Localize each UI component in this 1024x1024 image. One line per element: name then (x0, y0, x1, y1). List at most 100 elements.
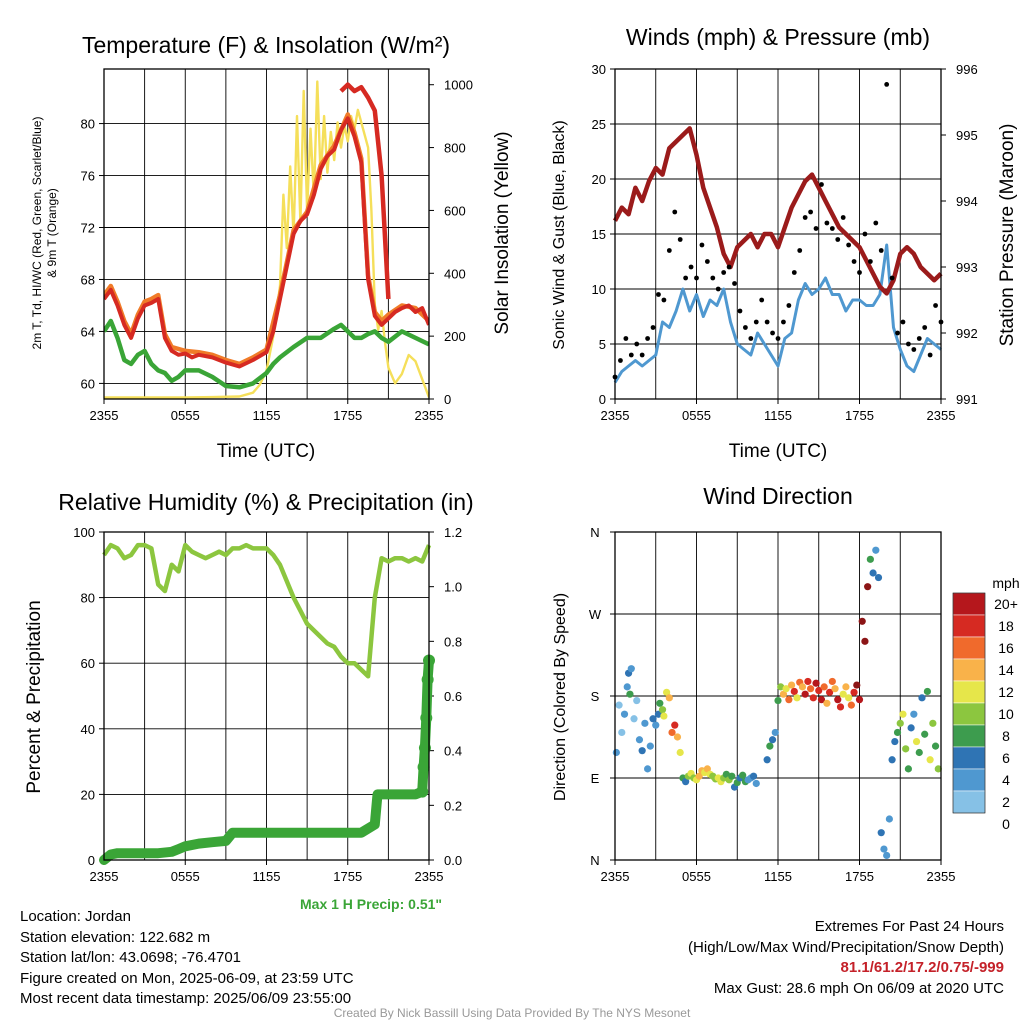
panel1-x-tick-label: 2355 (415, 408, 444, 423)
direction-point (656, 699, 664, 707)
direction-point (633, 696, 641, 705)
direction-point (663, 688, 671, 696)
direction-point (921, 730, 929, 738)
direction-point (660, 712, 668, 720)
direction-point (850, 688, 858, 696)
gust-point (677, 237, 683, 242)
gust-point (867, 259, 873, 264)
panel4-y-tick-label: N (590, 525, 599, 540)
panel4-y-tick-label: S (591, 689, 600, 704)
direction-point (644, 765, 652, 773)
direction-point (877, 829, 885, 837)
panel3-y-tick-label: 80 (81, 591, 95, 606)
direction-point (910, 710, 918, 718)
gust-point (895, 330, 900, 336)
gust-point (922, 325, 928, 330)
panel2-y-tick-label: 20 (592, 172, 606, 187)
direction-point (904, 765, 913, 773)
gust-point (781, 319, 786, 325)
direction-point (812, 679, 820, 687)
gust-point (824, 220, 830, 226)
panel4-y-tick-label: E (591, 771, 600, 786)
panel3-y2-tick-label: 0.4 (444, 744, 462, 759)
direction-point (635, 736, 644, 744)
direction-point (703, 765, 711, 773)
chart-root: 2355 0555 1155 1755 235560646872768002004006… (73, 62, 1018, 884)
gust-point (737, 308, 743, 314)
gust-point (791, 270, 797, 275)
gust-point (753, 319, 759, 325)
dir-ylabel: Direction (Colored By Speed) (552, 593, 569, 801)
panel2-x-tick-label: 1155 (764, 408, 792, 423)
gust-point (802, 215, 808, 220)
gust-point (927, 352, 933, 358)
panel1-border (103, 68, 430, 400)
panel3-x-tick-label: 0555 (171, 869, 200, 884)
gust-point (819, 182, 824, 187)
station-info: Location: Jordan Station elevation: 122.… (20, 907, 354, 1010)
gust-point (726, 264, 732, 270)
speed-legend-swatch (952, 746, 986, 770)
gust-point (748, 336, 754, 341)
panel1-x-tick-label: 1155 (253, 408, 281, 423)
direction-point (728, 772, 736, 780)
panel3-y-tick-label: 100 (73, 525, 95, 540)
direction-point (807, 685, 815, 693)
direction-point (787, 681, 796, 689)
direction-point (785, 696, 793, 704)
direction-point (834, 696, 842, 704)
direction-point (646, 742, 654, 750)
panel2-y2-tick-label: 993 (956, 260, 978, 275)
direction-point (828, 677, 836, 686)
info-latlon: Station lat/lon: 43.0698; -76.4701 (20, 949, 242, 966)
direction-point (618, 728, 626, 737)
direction-point (790, 687, 798, 696)
panel4-x-tick-label: 2355 (927, 869, 956, 884)
panel1-y-tick-label: 60 (81, 376, 95, 391)
direction-point (623, 683, 631, 691)
precip-point (417, 761, 430, 774)
panel3-y2-tick-label: 1.2 (444, 525, 462, 540)
gust-point (743, 325, 748, 330)
panel3-y2-tick-label: 0.0 (444, 853, 462, 868)
rh-panel-title: Relative Humidity (%) & Precipitation (i… (58, 489, 473, 515)
speed-legend-swatch (952, 768, 986, 792)
panel1-x-tick-label: 1755 (333, 408, 362, 423)
gust-point (623, 336, 629, 341)
direction-point (929, 719, 937, 727)
direction-point (931, 742, 940, 750)
extremes-subtitle: (High/Low/Max Wind/Precipitation/Snow De… (688, 938, 1004, 956)
panel1-y2-tick-label: 800 (444, 141, 466, 156)
direction-point (934, 765, 942, 773)
speed-legend-label: 18 (998, 618, 1014, 634)
speed-legend-label: 16 (998, 640, 1014, 656)
direction-point (836, 703, 845, 711)
direction-point (899, 710, 907, 718)
gust-point (710, 275, 716, 281)
direction-point (869, 569, 877, 577)
panel4-x-tick-label: 1755 (845, 869, 874, 884)
panel1-y-tick-label: 76 (81, 169, 95, 184)
direction-point (912, 737, 921, 746)
speed-legend-swatch (952, 702, 986, 726)
panel3-y-tick-label: 40 (81, 722, 95, 737)
panel2-y2-tick-label: 991 (956, 392, 978, 407)
series-hi-wc (339, 82, 391, 300)
gust-point (840, 215, 846, 220)
precip-point (420, 711, 433, 724)
direction-point (847, 701, 855, 709)
direction-point (845, 694, 853, 702)
gust-point (634, 341, 640, 347)
direction-point (853, 681, 861, 689)
speed-legend-label: 8 (1002, 728, 1010, 744)
panel2-y-tick-label: 15 (592, 227, 606, 242)
info-recent: Most recent data timestamp: 2025/06/09 2… (20, 990, 352, 1007)
series-relative-humidity (102, 542, 432, 679)
precip-point (421, 673, 434, 686)
direction-point (626, 690, 634, 698)
direction-point (880, 845, 888, 853)
speed-legend-label: 4 (1002, 772, 1010, 788)
panel3-y2-tick-label: 0.8 (444, 634, 462, 649)
panel1-y2-tick-label: 600 (444, 203, 466, 218)
gust-point (775, 336, 781, 341)
